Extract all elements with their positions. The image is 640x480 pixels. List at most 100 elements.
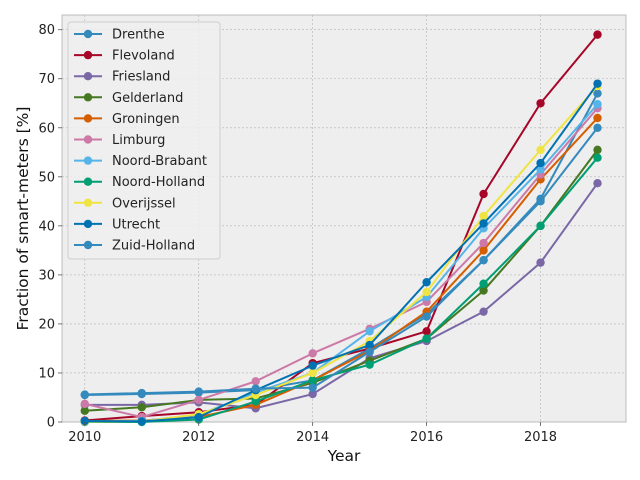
data-point bbox=[593, 89, 602, 98]
data-point bbox=[194, 412, 203, 422]
data-point bbox=[593, 145, 602, 155]
series-line bbox=[84, 127, 599, 396]
legend-label: Utrecht bbox=[112, 217, 160, 232]
x-tick-label: 2010 bbox=[68, 430, 101, 445]
data-point bbox=[365, 360, 374, 369]
y-tick-label: 10 bbox=[38, 366, 55, 381]
legend-swatch-marker bbox=[83, 114, 93, 123]
data-point bbox=[479, 246, 488, 255]
legend-item: Overijssel bbox=[74, 196, 176, 211]
data-point bbox=[593, 123, 602, 132]
data-point bbox=[308, 349, 317, 358]
legend-item: Gelderland bbox=[74, 91, 183, 106]
data-point bbox=[593, 100, 602, 109]
legend-item: Noord-Holland bbox=[74, 175, 205, 190]
data-point bbox=[308, 376, 317, 385]
data-point bbox=[593, 30, 602, 39]
data-point bbox=[593, 153, 602, 162]
data-point bbox=[536, 221, 545, 231]
legend-swatch-marker bbox=[83, 29, 93, 39]
legend-item: Noord-Brabant bbox=[74, 154, 207, 169]
data-point bbox=[137, 388, 146, 398]
series-utrecht bbox=[80, 79, 602, 426]
data-point bbox=[479, 189, 488, 199]
data-point bbox=[308, 368, 317, 378]
data-point bbox=[137, 403, 146, 412]
y-tick-label: 70 bbox=[38, 72, 55, 87]
x-tick-label: 2016 bbox=[410, 430, 443, 445]
data-point bbox=[479, 307, 488, 316]
data-point bbox=[194, 395, 203, 405]
data-point bbox=[80, 390, 89, 399]
legend-label: Friesland bbox=[112, 70, 170, 85]
y-tick-label: 20 bbox=[38, 317, 55, 332]
legend-swatch-marker bbox=[83, 50, 93, 60]
data-point bbox=[536, 258, 545, 267]
y-tick-label: 50 bbox=[38, 170, 55, 185]
legend-label: Overijssel bbox=[112, 196, 176, 211]
y-tick-label: 80 bbox=[38, 23, 55, 38]
data-point bbox=[479, 238, 488, 248]
legend-item: Friesland bbox=[74, 70, 170, 85]
x-axis-label: Year bbox=[327, 447, 361, 465]
data-point bbox=[593, 113, 602, 123]
data-point bbox=[593, 178, 602, 188]
legend-swatch-marker bbox=[83, 240, 93, 250]
y-tick-label: 30 bbox=[38, 268, 55, 283]
legend-label: Gelderland bbox=[112, 91, 183, 106]
data-point bbox=[365, 340, 374, 350]
series-zuid-holland bbox=[80, 123, 602, 399]
y-tick-label: 40 bbox=[38, 219, 55, 234]
x-tick-label: 2018 bbox=[524, 430, 557, 445]
legend-swatch-marker bbox=[83, 72, 93, 81]
data-point bbox=[422, 327, 431, 336]
data-point bbox=[422, 287, 431, 297]
legend-item: Utrecht bbox=[74, 217, 160, 232]
data-point bbox=[365, 347, 374, 357]
data-point bbox=[251, 384, 260, 393]
data-point bbox=[308, 361, 317, 370]
data-point bbox=[308, 389, 317, 399]
legend-label: Groningen bbox=[112, 112, 180, 127]
legend-label: Limburg bbox=[112, 133, 165, 148]
series-line bbox=[84, 83, 599, 423]
data-point bbox=[479, 255, 488, 265]
y-tick-label: 60 bbox=[38, 121, 55, 136]
data-point bbox=[593, 79, 602, 88]
legend-swatch-marker bbox=[83, 177, 93, 186]
data-point bbox=[479, 286, 488, 295]
data-point bbox=[422, 312, 431, 321]
legend-label: Zuid-Holland bbox=[112, 239, 195, 254]
legend-item: Drenthe bbox=[74, 28, 165, 43]
legend-item: Limburg bbox=[74, 133, 165, 148]
data-point bbox=[536, 145, 545, 155]
data-point bbox=[536, 165, 545, 174]
data-point bbox=[251, 377, 260, 386]
data-point bbox=[422, 334, 431, 343]
data-point bbox=[536, 158, 545, 168]
legend-item: Zuid-Holland bbox=[74, 239, 195, 254]
legend-swatch-marker bbox=[83, 198, 93, 207]
series-layer bbox=[80, 30, 602, 427]
y-tick-label: 0 bbox=[47, 416, 55, 431]
data-point bbox=[194, 387, 203, 396]
legend: Drenthe Flevoland Friesland Gelderland Groni… bbox=[67, 21, 221, 260]
series-line bbox=[84, 107, 599, 419]
legend-item: Flevoland bbox=[74, 49, 175, 64]
axis-ticks: 2010 2012 2014 2016 2018 0 10 20 30 40 50 60 70 80 bbox=[38, 23, 557, 445]
y-axis-label: Fraction of smart-meters [%] bbox=[14, 107, 32, 331]
legend-box bbox=[67, 21, 221, 260]
legend-swatch-marker bbox=[83, 93, 93, 102]
data-point bbox=[308, 383, 317, 392]
data-point bbox=[479, 219, 488, 228]
data-point bbox=[80, 416, 89, 426]
data-point bbox=[251, 397, 260, 406]
legend-label: Flevoland bbox=[112, 49, 175, 64]
data-point bbox=[365, 327, 374, 336]
data-point bbox=[479, 211, 488, 221]
legend-swatch-marker bbox=[83, 219, 93, 229]
legend-label: Noord-Holland bbox=[112, 175, 205, 190]
data-point bbox=[422, 278, 431, 287]
legend-label: Noord-Brabant bbox=[112, 154, 207, 169]
